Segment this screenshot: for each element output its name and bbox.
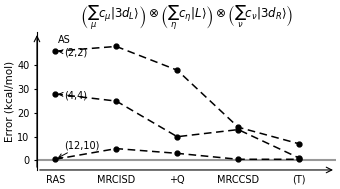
Y-axis label: Error (kcal/mol): Error (kcal/mol) (4, 60, 14, 142)
Text: (2,2): (2,2) (59, 47, 88, 57)
Text: (4,4): (4,4) (59, 90, 87, 100)
Text: (12,10): (12,10) (59, 140, 100, 157)
Text: AS: AS (58, 35, 71, 45)
Title: $\left(\sum_{\mu} c_{\mu}|3d_L\rangle\right) \otimes \left(\sum_{\eta} c_{\eta}|: $\left(\sum_{\mu} c_{\mu}|3d_L\rangle\ri… (80, 4, 293, 32)
